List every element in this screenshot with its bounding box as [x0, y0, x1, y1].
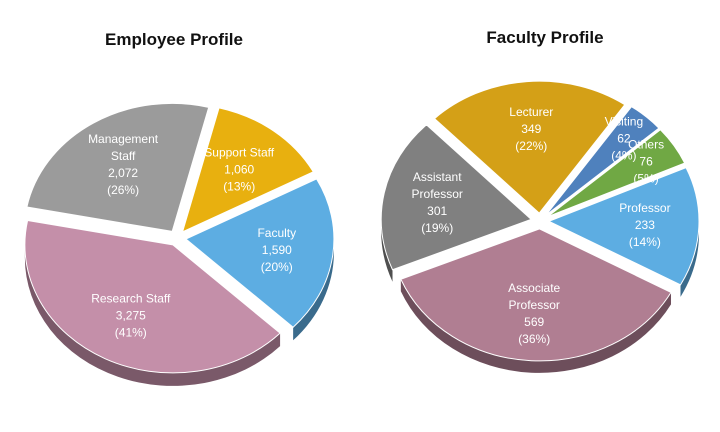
slice-name: Professor	[509, 298, 560, 312]
slice-value: 1,590	[262, 243, 292, 257]
slice-name: Professor	[619, 201, 670, 215]
slice-label-assistant-professor: Assistant Professor 301 (19%)	[412, 170, 463, 235]
slice-name: Others	[628, 137, 664, 151]
slice-value: 1,060	[224, 163, 254, 177]
pie-slice-side-faculty	[293, 239, 334, 341]
slice-name: Research Staff	[91, 291, 171, 305]
slice-value: 569	[524, 315, 544, 329]
pie-slice-side-associate-professor	[400, 279, 672, 373]
slice-name: Assistant	[413, 170, 462, 184]
pie-slice-professor	[547, 167, 700, 286]
slice-percent: (13%)	[223, 180, 255, 194]
slice-label-others: Others 76 (5%)	[628, 137, 664, 185]
slice-name: Visiting	[605, 114, 643, 128]
slice-label-research-staff: Research Staff 3,275 (41%)	[91, 291, 171, 339]
pie-slice-support-staff	[181, 107, 314, 233]
slice-label-faculty: Faculty 1,590 (20%)	[257, 226, 296, 274]
pie-slice-others	[547, 129, 686, 218]
slice-name: Faculty	[257, 226, 296, 240]
pie-slice-side-assistant-professor	[381, 219, 393, 282]
slice-value: 76	[639, 154, 653, 168]
slice-value: 349	[521, 122, 541, 136]
slice-name: Lecturer	[509, 105, 553, 119]
slice-value: 301	[427, 204, 447, 218]
faculty-profile-chart: Faculty Profile Professor 233 (14%) Associa…	[380, 28, 700, 373]
slice-percent: (4%)	[611, 148, 636, 162]
pie-slice-management-staff	[26, 102, 210, 232]
employee-profile-title: Employee Profile	[105, 30, 243, 49]
slice-value: 233	[635, 218, 655, 232]
slice-name: Professor	[412, 187, 463, 201]
slice-label-visiting: Visiting 62 (4%)	[605, 114, 643, 162]
faculty-profile-title: Faculty Profile	[486, 28, 603, 47]
slice-percent: (22%)	[515, 139, 547, 153]
slice-percent: (5%)	[633, 171, 658, 185]
employee-profile-chart: Employee Profile Faculty 1,590 (20%) Resear…	[24, 30, 335, 386]
pie-slice-visiting	[545, 105, 660, 216]
slice-value: 62	[617, 131, 631, 145]
slice-percent: (19%)	[421, 221, 453, 235]
pie-slice-faculty	[184, 178, 335, 328]
slice-name: Staff	[111, 149, 136, 163]
employee-profile-pie: Faculty 1,590 (20%) Research Staff 3,275 (41%…	[24, 102, 335, 386]
slice-label-associate-professor: Associate Professor 569 (36%)	[508, 281, 560, 346]
slice-value: 3,275	[116, 308, 146, 322]
slice-percent: (14%)	[629, 235, 661, 249]
slice-percent: (36%)	[518, 332, 550, 346]
slice-label-professor: Professor 233 (14%)	[619, 201, 670, 249]
slice-label-management-staff: Management Staff 2,072 (26%)	[88, 132, 159, 197]
slice-name: Management	[88, 132, 159, 146]
slice-name: Support Staff	[204, 146, 274, 160]
slice-percent: (20%)	[261, 260, 293, 274]
pie-slice-lecturer	[433, 80, 626, 214]
pie-slice-research-staff	[24, 219, 281, 374]
slice-percent: (26%)	[107, 183, 139, 197]
pie-slice-side-professor	[680, 221, 699, 297]
slice-label-support-staff: Support Staff 1,060 (13%)	[204, 146, 274, 194]
slice-name: Associate	[508, 281, 560, 295]
slice-value: 2,072	[108, 166, 138, 180]
pie-slice-assistant-professor	[380, 124, 533, 271]
faculty-profile-pie: Professor 233 (14%) Associate Professor 569 (3…	[380, 80, 700, 373]
pie-slice-associate-professor	[400, 228, 672, 362]
slice-percent: (41%)	[115, 325, 147, 339]
slice-label-lecturer: Lecturer 349 (22%)	[509, 105, 553, 153]
